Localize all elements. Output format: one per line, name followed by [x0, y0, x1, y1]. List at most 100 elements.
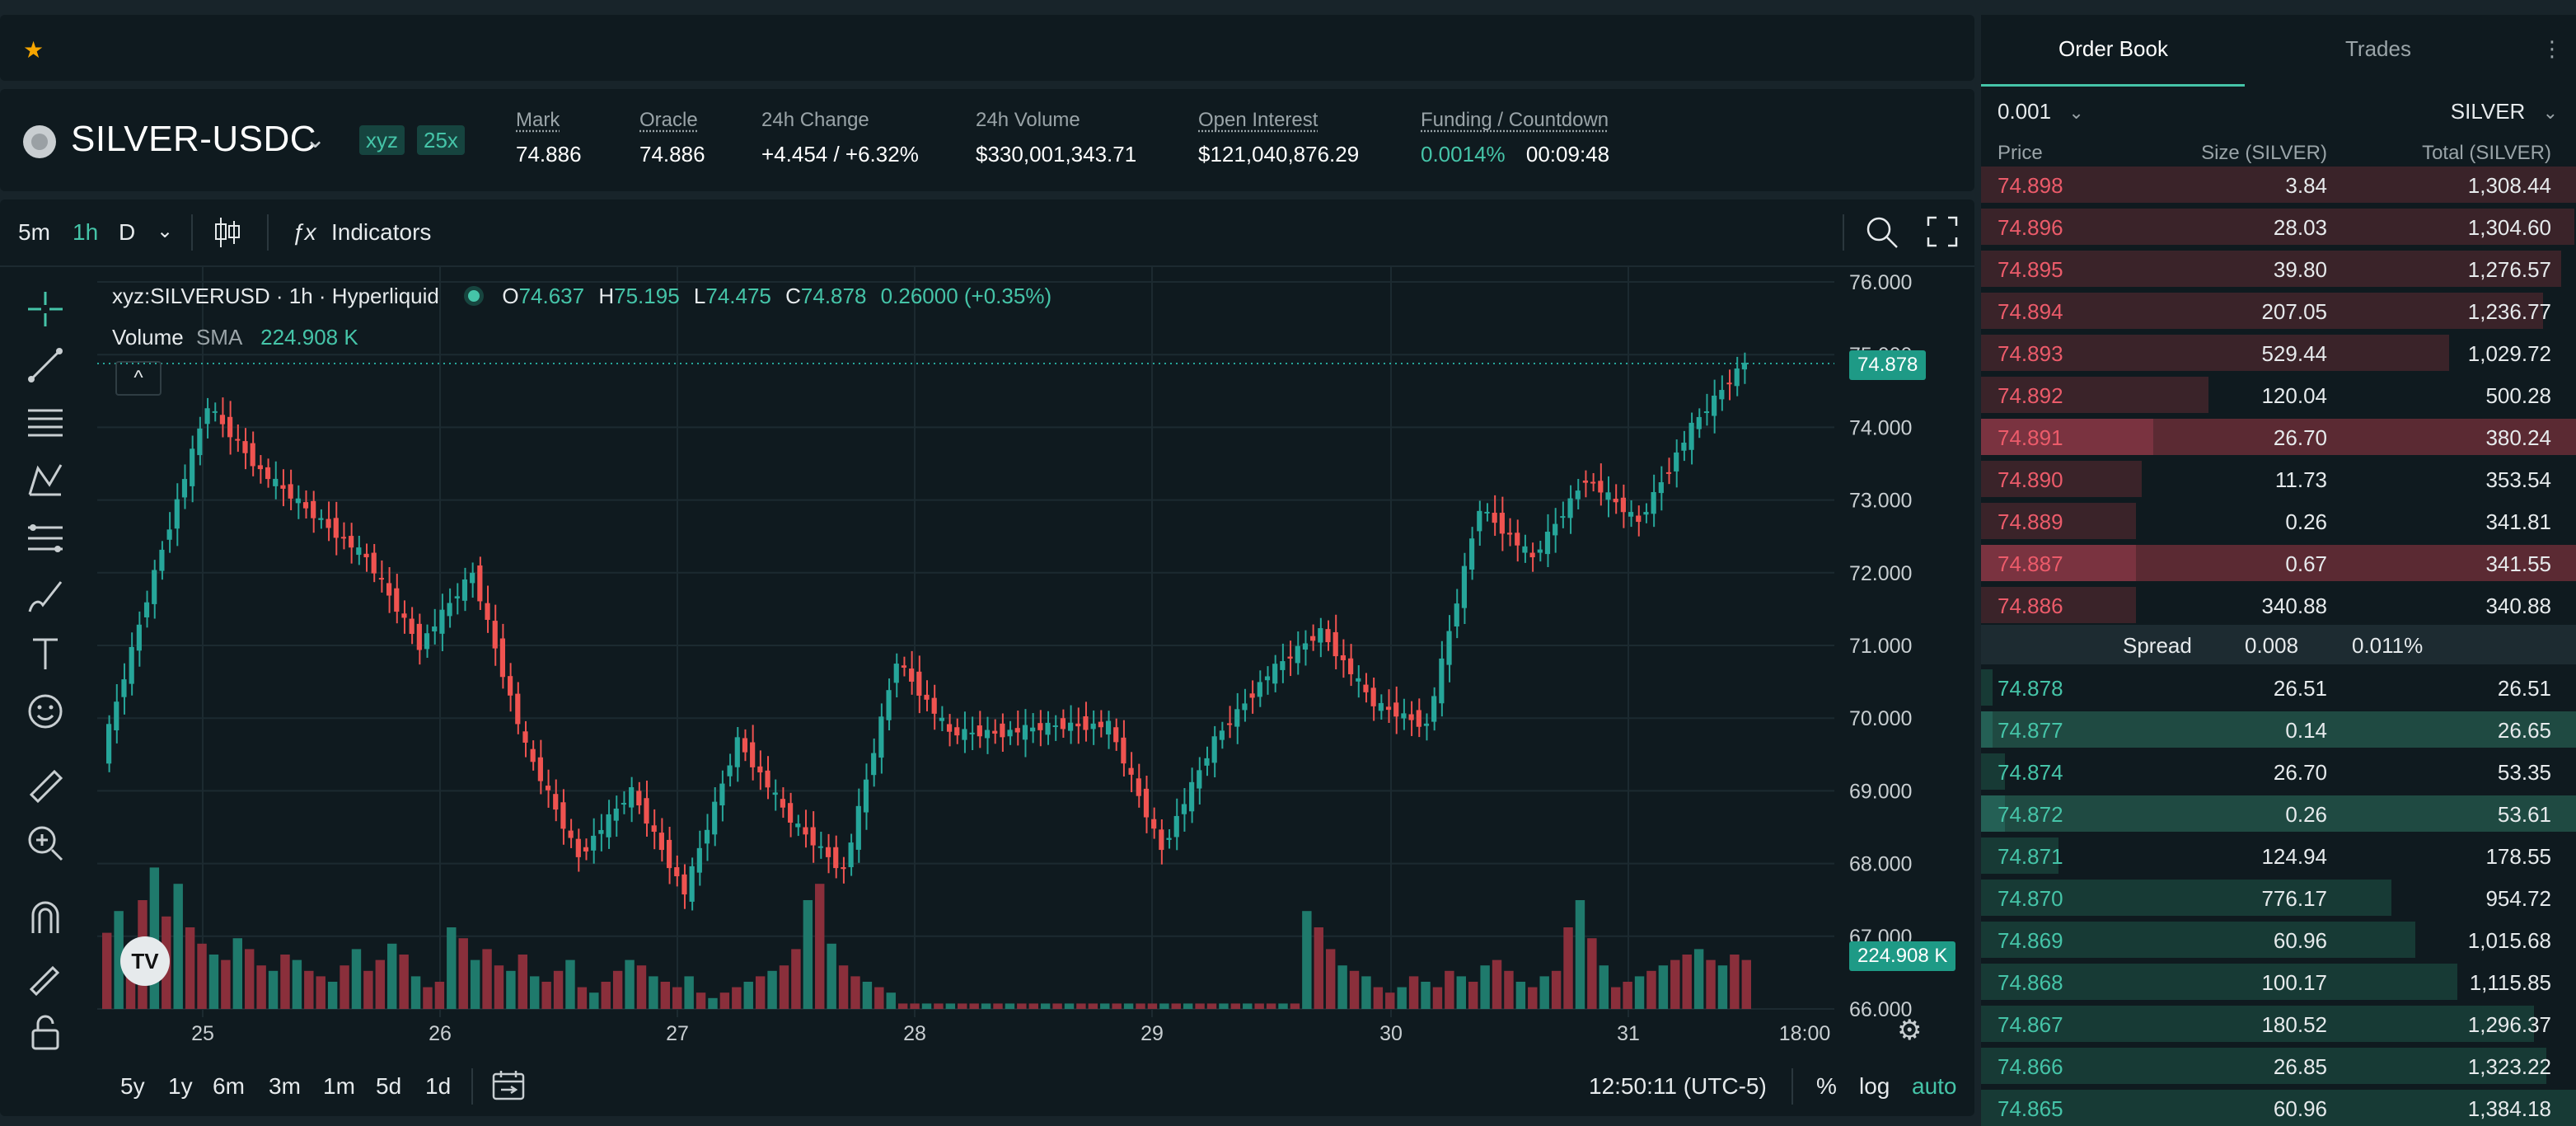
fib-icon[interactable] — [25, 518, 66, 559]
bid-row[interactable]: 74.865 60.96 1,384.18 — [1981, 1088, 2576, 1126]
star-icon[interactable]: ★ — [23, 37, 44, 63]
range-1d[interactable]: 1d — [425, 1073, 452, 1099]
range-5y[interactable]: 5y — [120, 1073, 145, 1099]
range-5d[interactable]: 5d — [376, 1073, 402, 1099]
magnet-icon[interactable] — [25, 897, 66, 938]
candle-body — [371, 552, 377, 574]
ask-row[interactable]: 74.895 39.80 1,276.57 — [1981, 249, 2576, 287]
interval-1h[interactable]: 1h — [73, 219, 99, 245]
bid-row[interactable]: 74.878 26.51 26.51 — [1981, 668, 2576, 706]
range-1m[interactable]: 1m — [323, 1073, 355, 1099]
bid-row[interactable]: 74.870 776.17 954.72 — [1981, 878, 2576, 916]
brush-icon[interactable] — [25, 575, 66, 617]
cell-total: 1,308.44 — [2467, 173, 2551, 198]
spread-percent: 0.011% — [2352, 633, 2424, 658]
cell-price: 74.886 — [1998, 593, 2063, 618]
indicators-button[interactable]: Indicators — [331, 219, 432, 245]
interval-d[interactable]: D — [119, 219, 136, 245]
volume-bar — [732, 987, 742, 1009]
zoom-search-icon[interactable] — [1864, 214, 1900, 256]
candle-body — [606, 814, 611, 837]
volume-bar — [1302, 911, 1312, 1009]
volume-bar — [897, 1003, 908, 1009]
unit-select[interactable]: SILVER ⌄ — [2451, 99, 2558, 124]
y-tick-label: 76.000 — [1849, 271, 1912, 294]
fx-icon[interactable]: ƒx — [292, 219, 316, 245]
bid-row[interactable]: 74.877 0.14 26.65 — [1981, 710, 2576, 748]
price-chart[interactable]: 76.00075.00074.00073.00072.00071.00070.0… — [0, 199, 1974, 1116]
trendline-icon[interactable] — [25, 345, 66, 386]
leverage-badge[interactable]: 25x — [417, 125, 465, 155]
volume-bar — [340, 965, 349, 1009]
bid-row[interactable]: 74.869 60.96 1,015.68 — [1981, 920, 2576, 958]
depth-bar — [1981, 922, 2415, 958]
bid-row[interactable]: 74.874 26.70 53.35 — [1981, 752, 2576, 790]
bid-row[interactable]: 74.868 100.17 1,115.85 — [1981, 962, 2576, 1000]
log-toggle[interactable]: log — [1859, 1073, 1890, 1099]
candle-body — [1151, 819, 1157, 829]
ask-row[interactable]: 74.891 26.70 380.24 — [1981, 417, 2576, 455]
candle-body — [841, 867, 846, 870]
ask-row[interactable]: 74.889 0.26 341.81 — [1981, 501, 2576, 539]
ask-row[interactable]: 74.890 11.73 353.54 — [1981, 459, 2576, 497]
emoji-icon[interactable] — [25, 691, 66, 732]
pair-selector[interactable]: SILVER-USDC — [71, 119, 317, 159]
candle-body — [1567, 498, 1573, 518]
ask-row[interactable]: 74.894 207.05 1,236.77 — [1981, 291, 2576, 329]
stat-label: Oracle — [639, 109, 698, 131]
candle-body — [893, 664, 899, 683]
depth-bar — [1981, 669, 1993, 706]
bid-row[interactable]: 74.872 0.26 53.61 — [1981, 794, 2576, 832]
tick-size-select[interactable]: 0.001 ⌄ — [1998, 99, 2084, 124]
y-tick-label: 69.000 — [1849, 780, 1912, 803]
volume-bar — [1610, 987, 1621, 1009]
ruler-icon[interactable] — [25, 765, 66, 806]
auto-toggle[interactable]: auto — [1912, 1073, 1957, 1099]
chart-clock[interactable]: 12:50:11 (UTC-5) — [1589, 1073, 1767, 1099]
cell-total: 340.88 — [2485, 593, 2551, 618]
tradingview-logo-icon[interactable]: TV — [120, 936, 170, 986]
percent-toggle[interactable]: % — [1816, 1073, 1837, 1099]
interval-5m[interactable]: 5m — [18, 219, 50, 245]
tab-trades[interactable]: Trades — [2345, 36, 2411, 61]
range-3m[interactable]: 3m — [269, 1073, 301, 1099]
collapse-legend-button[interactable]: ^ — [115, 361, 162, 396]
legend-o-label: O — [502, 284, 519, 308]
candle-body — [833, 847, 839, 869]
chevron-down-icon[interactable]: ⌄ — [157, 220, 174, 242]
calendar-range-icon[interactable] — [491, 1068, 526, 1103]
lock-icon[interactable] — [25, 1012, 66, 1053]
range-6m[interactable]: 6m — [213, 1073, 245, 1099]
ask-row[interactable]: 74.898 3.84 1,308.44 — [1981, 165, 2576, 203]
text-icon[interactable] — [25, 633, 66, 674]
candle-body — [1605, 492, 1611, 500]
ask-row[interactable]: 74.893 529.44 1,029.72 — [1981, 333, 2576, 371]
gear-icon[interactable]: ⚙ — [1897, 1015, 1923, 1046]
volume-bar — [506, 970, 516, 1009]
cell-size: 26.70 — [2273, 425, 2327, 450]
bid-row[interactable]: 74.867 180.52 1,296.37 — [1981, 1004, 2576, 1042]
bid-row[interactable]: 74.866 26.85 1,323.22 — [1981, 1046, 2576, 1084]
candles-icon[interactable] — [213, 214, 242, 256]
ask-row[interactable]: 74.896 28.03 1,304.60 — [1981, 207, 2576, 245]
tab-order-book[interactable]: Order Book — [2058, 36, 2168, 61]
candle-body — [591, 835, 597, 851]
candle-body — [1226, 723, 1233, 725]
fullscreen-icon[interactable] — [1927, 216, 1958, 253]
funding-rate: 0.0014% — [1421, 142, 1506, 167]
pattern-icon[interactable] — [25, 460, 66, 501]
ask-row[interactable]: 74.892 120.04 500.28 — [1981, 375, 2576, 413]
candle-body — [1219, 730, 1225, 740]
range-1y[interactable]: 1y — [168, 1073, 193, 1099]
more-vertical-icon[interactable]: ⋮ — [2541, 36, 2563, 61]
volume-bar — [232, 938, 243, 1009]
horizontal-lines-icon[interactable] — [25, 402, 66, 443]
chevron-down-icon[interactable]: ⌄ — [305, 126, 326, 153]
ask-row[interactable]: 74.886 340.88 340.88 — [1981, 585, 2576, 623]
volume-legend: Volume SMA 224.908 K — [112, 325, 358, 350]
pencil-lock-icon[interactable] — [25, 955, 66, 996]
crosshair-icon[interactable] — [25, 289, 66, 330]
ask-row[interactable]: 74.887 0.67 341.55 — [1981, 543, 2576, 581]
zoom-in-icon[interactable] — [25, 823, 66, 864]
bid-row[interactable]: 74.871 124.94 178.55 — [1981, 836, 2576, 874]
